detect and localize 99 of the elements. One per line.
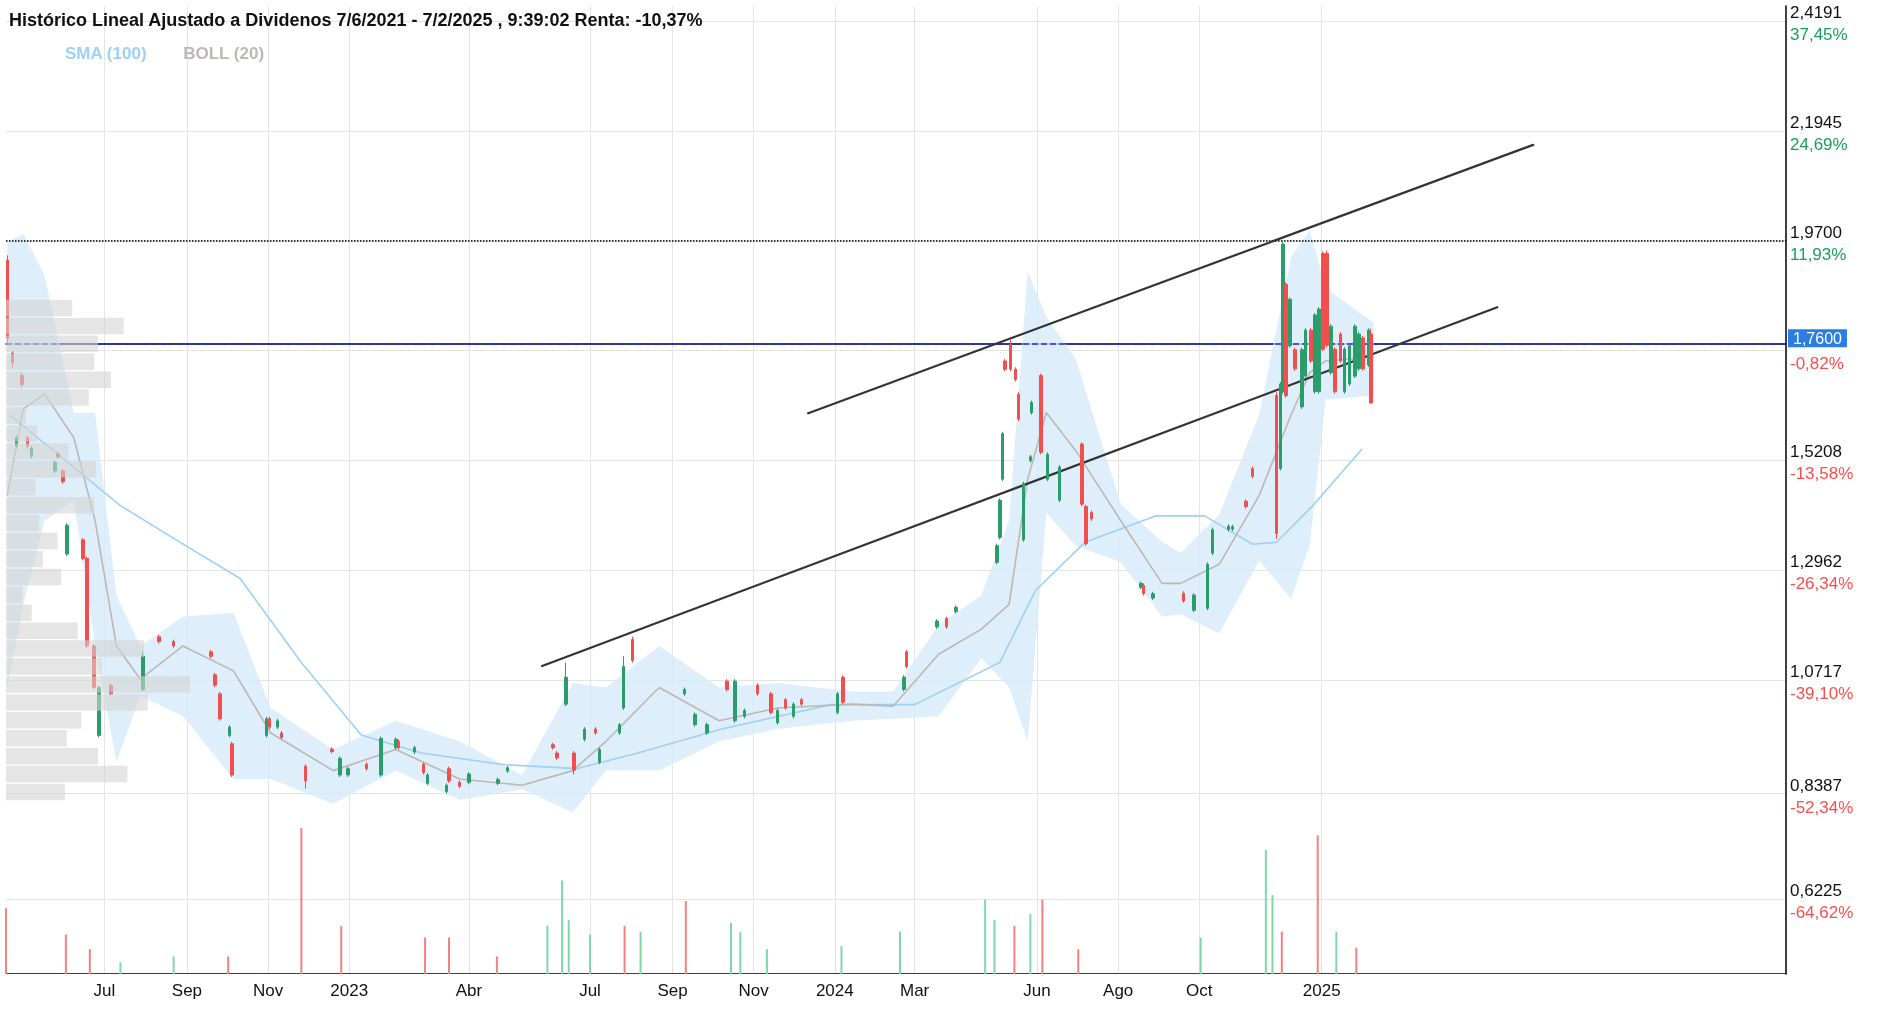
bar [6, 299, 73, 317]
x-tick-label: Nov [252, 981, 284, 1000]
y2-tick-label: -39,10% [1790, 683, 1854, 703]
bar [6, 479, 36, 496]
bar [639, 931, 642, 974]
bar [898, 931, 901, 974]
bar [684, 901, 687, 974]
bar [1077, 949, 1080, 974]
bar [623, 925, 626, 974]
x-tick-label: Oct [1186, 981, 1213, 1000]
bar [6, 622, 78, 639]
y2-tick-label: -52,34% [1790, 797, 1854, 817]
bar [730, 922, 733, 974]
chart-title: Histórico Lineal Ajustado a Dividenos 7/6/2021 - 7/2/2025 , 9:39:02 Renta: -10,37% [9, 10, 703, 30]
x-tick-label: Jul [93, 981, 116, 1000]
x-tick-label: 2023 [330, 981, 369, 1000]
bar [88, 949, 91, 974]
x-tick-label: 2025 [1302, 981, 1341, 1000]
bar [567, 919, 570, 974]
x-tick-label: Nov [738, 981, 770, 1000]
y2-tick-label: -64,62% [1790, 903, 1854, 923]
bar [561, 880, 564, 974]
y2-tick-label: -26,34% [1790, 573, 1854, 593]
y2-tick-label: -0,82% [1790, 354, 1844, 374]
bar [6, 389, 89, 406]
bar [6, 335, 98, 353]
y-tick-label: 1,5208 [1790, 442, 1842, 462]
bar [1264, 849, 1267, 974]
bar [6, 443, 69, 460]
bar [1355, 947, 1358, 974]
y2-tick-label: -13,58% [1790, 464, 1854, 484]
bar [300, 828, 303, 974]
bar [6, 765, 128, 783]
bar [6, 730, 67, 747]
y-tick-label: 0,8387 [1790, 775, 1842, 795]
bar [6, 676, 190, 693]
x-tick-label: Ago [1103, 981, 1134, 1000]
bar [6, 640, 144, 657]
x-tick-label: Abr [455, 981, 483, 1000]
ref-line-label: 1,7600 [1793, 329, 1843, 347]
y2-tick-label: 24,69% [1790, 134, 1848, 154]
bar [6, 407, 27, 424]
x-tick-label: Sep [657, 981, 688, 1000]
bar [1271, 895, 1274, 974]
bar [984, 899, 987, 974]
bar [119, 962, 122, 974]
y-tick-label: 0,6225 [1790, 881, 1842, 901]
bar [6, 317, 124, 335]
bar [1280, 931, 1283, 974]
y-tick-label: 1,2962 [1790, 552, 1842, 572]
bar [6, 371, 111, 388]
bar [6, 532, 58, 550]
bar [1335, 931, 1338, 974]
bar [6, 694, 148, 711]
text: SMA (100) [65, 44, 147, 63]
y2-tick-label: 37,45% [1790, 25, 1848, 45]
bar [739, 931, 742, 974]
bar [227, 956, 230, 974]
bar [172, 956, 175, 974]
bar [6, 658, 102, 675]
y-tick-label: 1,0717 [1790, 661, 1842, 681]
bar [6, 496, 95, 514]
bar [6, 514, 40, 532]
bar [5, 908, 7, 974]
y2-tick-label: 11,93% [1790, 244, 1847, 264]
bar [765, 949, 768, 974]
bar [1199, 937, 1202, 974]
bar [840, 946, 843, 974]
bar [340, 925, 343, 974]
bar [1316, 835, 1319, 974]
y-tick-label: 2,4191 [1790, 3, 1842, 23]
bar [448, 937, 450, 974]
bar [6, 586, 23, 604]
bar [495, 956, 498, 974]
bar [589, 934, 592, 974]
x-tick-label: Sep [171, 981, 203, 1000]
y-tick-label: 2,1945 [1790, 112, 1842, 132]
bar [6, 712, 82, 729]
bar [6, 353, 95, 370]
bar [993, 919, 996, 974]
y-tick-label: 1,9700 [1790, 222, 1842, 242]
bar [1013, 925, 1016, 974]
bar [424, 937, 427, 974]
bar [6, 461, 97, 478]
bar [6, 550, 43, 568]
bar [6, 604, 32, 621]
x-tick-label: Jun [1023, 981, 1051, 1000]
bar [6, 568, 62, 586]
bar [6, 783, 65, 801]
x-tick-label: Jul [579, 981, 601, 1000]
text: BOLL (20) [183, 44, 265, 63]
bar [1041, 899, 1044, 974]
x-tick-label: 2024 [815, 981, 854, 1000]
bar [546, 925, 549, 974]
bar [6, 747, 98, 765]
bar [6, 425, 38, 442]
x-tick-label: Mar [899, 981, 930, 1000]
bar [1029, 914, 1032, 974]
bar [64, 934, 67, 974]
